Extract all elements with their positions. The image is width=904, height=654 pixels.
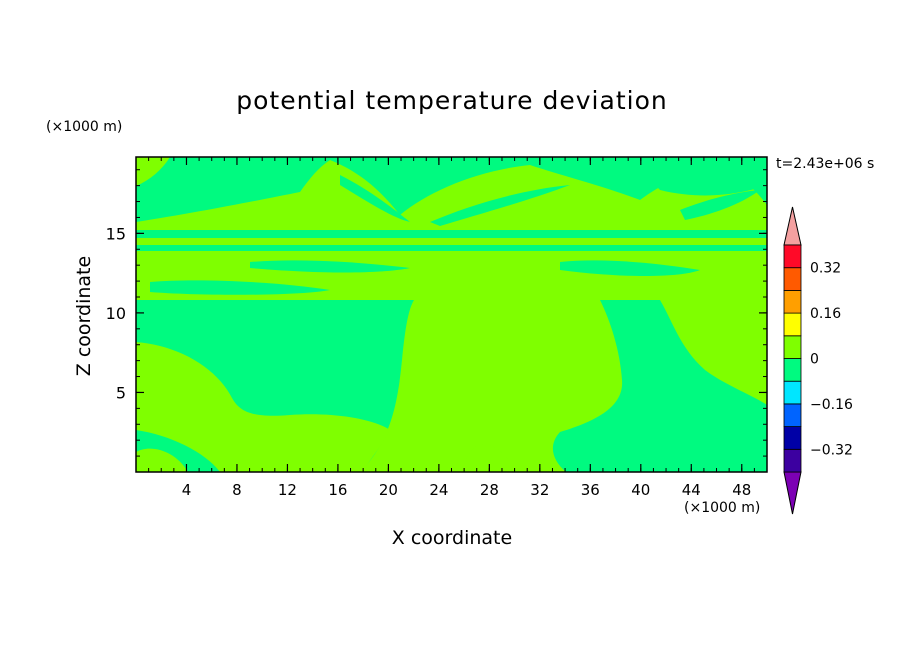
colorbar-segment — [783, 403, 802, 427]
colorbar-segment — [783, 244, 802, 269]
colorbar-segment — [783, 289, 802, 314]
x-tick-label: 28 — [480, 481, 499, 499]
bottom-positive-patch-1 — [462, 444, 514, 472]
upper-band-4 — [136, 230, 767, 236]
x-tick-label: 12 — [278, 481, 297, 499]
colorbar-segment — [783, 426, 802, 450]
colorbar-label: 0 — [810, 352, 819, 368]
upper-wedge-region — [136, 160, 767, 230]
central-positive-plume — [360, 300, 623, 472]
x-tick-label: 36 — [581, 481, 600, 499]
colorbar-segment — [783, 380, 802, 405]
contour-field — [136, 157, 767, 472]
upper-band-2 — [136, 247, 767, 251]
wedge-negative-streak-1 — [340, 175, 410, 222]
y-tick-label: 5 — [116, 383, 126, 402]
right-positive-lobe — [660, 300, 767, 405]
z-axis-unit: (×1000 m) — [46, 119, 123, 135]
colorbar-segment — [783, 448, 802, 473]
y-tick-label: 15 — [106, 224, 126, 243]
x-tick-label: 44 — [682, 481, 701, 499]
wedge-negative-streak-3 — [680, 190, 760, 220]
upper-negative-streak-3 — [250, 260, 410, 273]
x-tick-label: 4 — [182, 481, 192, 499]
colorbar-upper-arrow — [783, 206, 802, 246]
colorbar-segment — [783, 358, 802, 382]
x-axis-unit: (×1000 m) — [684, 500, 761, 516]
colorbar-segment — [783, 312, 802, 337]
upper-negative-streak-1 — [150, 280, 330, 295]
x-tick-label: 32 — [530, 481, 549, 499]
bottom-positive-patch-2 — [136, 448, 188, 472]
x-tick-label: 16 — [328, 481, 347, 499]
time-label: t=2.43e+06 s — [776, 156, 875, 172]
x-tick-label: 20 — [379, 481, 398, 499]
left-positive-lobe — [136, 342, 390, 472]
colorbar-label: 0.16 — [810, 306, 841, 322]
colorbar-label: 0.32 — [810, 261, 841, 277]
upper-negative-streak-2 — [560, 260, 700, 276]
colorbar-label: −0.16 — [810, 397, 853, 413]
colorbar-segment — [783, 335, 802, 359]
wedge-negative-streak-2 — [430, 185, 570, 226]
x-tick-label: 48 — [732, 481, 751, 499]
x-tick-label: 40 — [631, 481, 650, 499]
x-tick-label: 24 — [429, 481, 448, 499]
chart-title: potential temperature deviation — [236, 86, 668, 115]
x-tick-label: 8 — [232, 481, 242, 499]
y-tick-label: 10 — [106, 304, 126, 323]
colorbar: 0.32 0.16 0 −0.16 −0.32 — [783, 206, 853, 515]
x-axis-label: X coordinate — [391, 527, 513, 549]
colorbar-lower-arrow — [783, 471, 802, 515]
top-left-patch — [136, 157, 170, 186]
upper-band-3 — [136, 238, 767, 245]
colorbar-label: −0.32 — [810, 442, 853, 458]
top-right-patch — [648, 157, 767, 196]
colorbar-segment — [783, 267, 802, 291]
